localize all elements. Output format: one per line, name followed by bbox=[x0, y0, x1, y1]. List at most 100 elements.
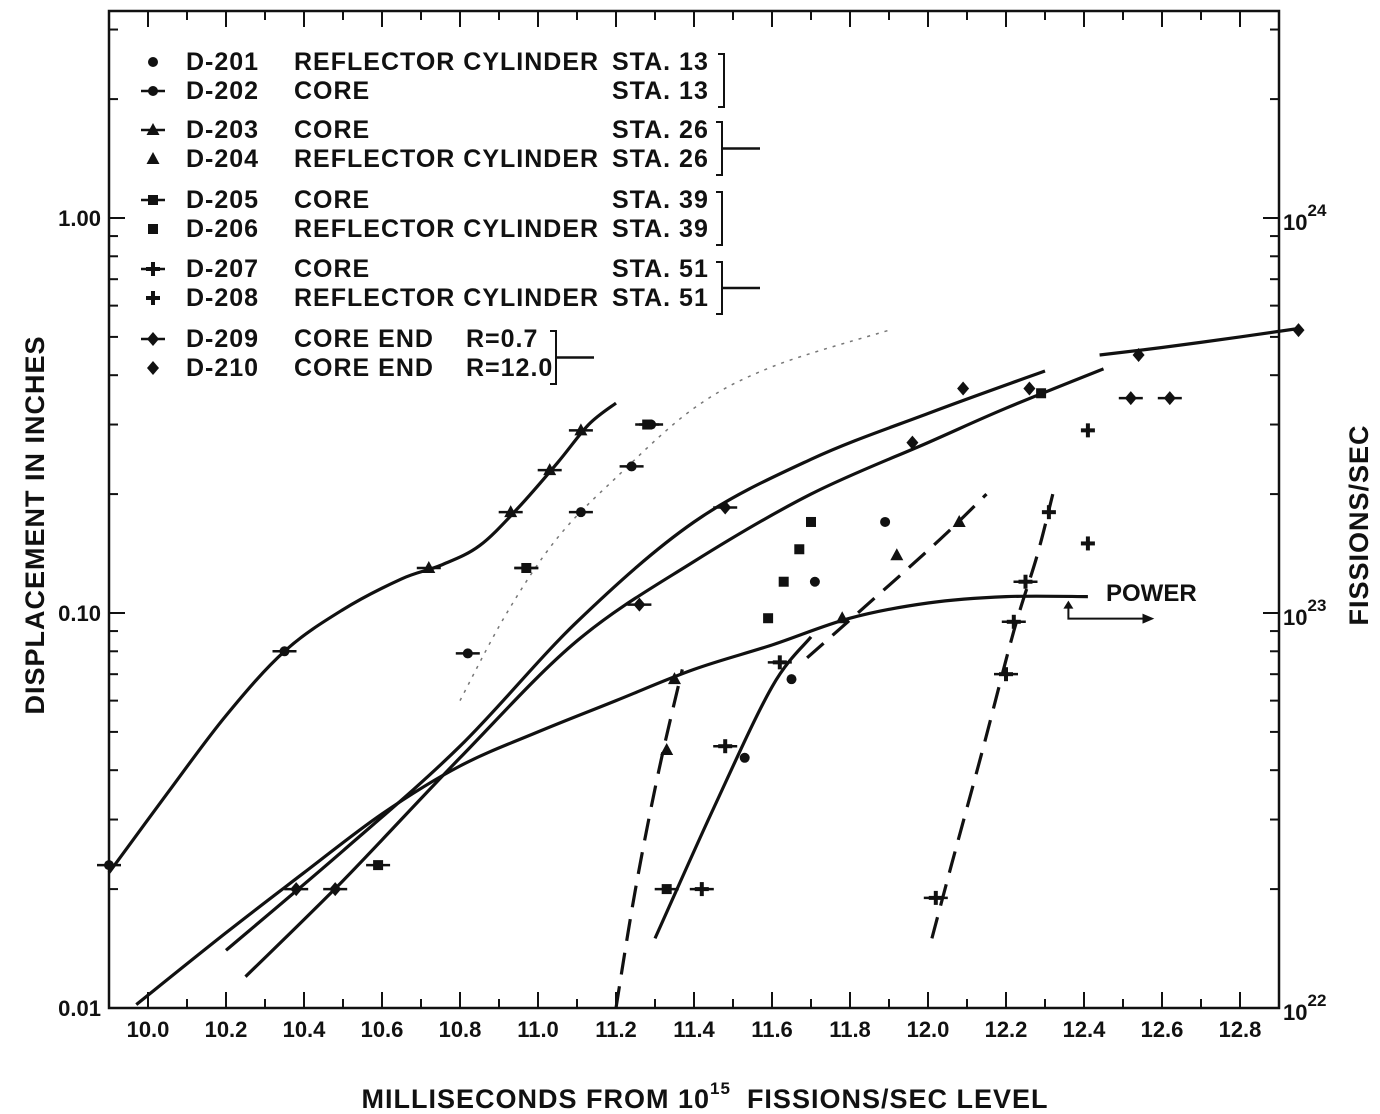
data-point-tri-tri bbox=[835, 611, 849, 624]
power-arrow-head-up bbox=[1063, 600, 1074, 609]
legend-station: R=12.0 bbox=[466, 354, 553, 382]
data-point-tri-tri bbox=[890, 548, 904, 561]
x-tick-label: 11.4 bbox=[673, 1017, 715, 1042]
fitted-curves bbox=[107, 326, 1299, 1009]
data-point-tri bbox=[835, 611, 849, 624]
data-point-diamond-line-diamond bbox=[633, 597, 646, 612]
data-point-tri-line bbox=[568, 423, 593, 436]
y-tick-label: 1.00 bbox=[58, 206, 101, 231]
data-point-tri-line bbox=[537, 463, 562, 476]
data-point-diamond-line bbox=[1118, 391, 1143, 406]
legend-station: STA. 39 bbox=[612, 186, 709, 214]
data-point-plus-line-plus-h bbox=[694, 887, 709, 892]
data-point-diamond bbox=[906, 435, 919, 450]
data-point-square-line-square bbox=[661, 884, 672, 895]
curve-faint-trend bbox=[459, 329, 890, 701]
data-point-plus-plus-h bbox=[1041, 510, 1056, 515]
data-point-dot-dot bbox=[880, 516, 891, 527]
data-point-tri-line-tri bbox=[574, 423, 588, 436]
curve-core-end-tail bbox=[1099, 326, 1299, 357]
legend-description: REFLECTOR CYLINDER bbox=[294, 145, 599, 173]
data-point-dot bbox=[786, 674, 797, 685]
data-point-plus bbox=[1080, 423, 1095, 438]
data-point-square-line bbox=[366, 860, 391, 871]
data-point-diamond bbox=[1132, 347, 1145, 362]
data-point-square-line-square bbox=[521, 562, 532, 573]
data-point-square bbox=[794, 544, 805, 555]
data-point-diamond-diamond bbox=[1132, 347, 1145, 362]
x-tick-label: 11.8 bbox=[829, 1017, 871, 1042]
data-point-diamond-line-diamond bbox=[329, 882, 342, 897]
data-point-dot-line bbox=[619, 461, 644, 472]
y2-tick-label: 1022 bbox=[1283, 991, 1326, 1025]
legend-marker-dot bbox=[148, 57, 158, 67]
x-tick-label: 12.4 bbox=[1063, 1017, 1107, 1042]
legend-marker-tri bbox=[146, 123, 160, 135]
data-point-dot-dot bbox=[786, 674, 797, 685]
legend-description: REFLECTOR CYLINDER bbox=[294, 284, 599, 312]
curve-sta26-early bbox=[614, 669, 684, 1009]
legend-bracket bbox=[718, 53, 725, 108]
curve-power bbox=[135, 594, 1088, 1006]
legend-marker-dot bbox=[148, 86, 158, 96]
data-point-plus-plus-h bbox=[1080, 541, 1095, 546]
curve-core-sta39 bbox=[653, 635, 813, 940]
legend-marker bbox=[148, 224, 158, 234]
legend-id: D-207 bbox=[186, 255, 259, 283]
legend-id: D-203 bbox=[186, 116, 259, 144]
data-point-plus-line bbox=[689, 882, 714, 897]
x-tick-label: 10.8 bbox=[439, 1017, 482, 1042]
data-point-plus-line-plus-h bbox=[718, 744, 733, 749]
data-point-diamond bbox=[957, 381, 970, 396]
data-point-square-square bbox=[778, 576, 789, 587]
data-point-plus-line bbox=[923, 890, 948, 905]
data-point-square-square bbox=[763, 613, 774, 624]
data-point-square-square bbox=[1036, 388, 1047, 399]
y2-tick-label: 1024 bbox=[1283, 201, 1327, 235]
data-point-dot bbox=[880, 516, 891, 527]
data-point-plus-line-plus-h bbox=[1006, 619, 1021, 624]
data-point-plus-line bbox=[713, 739, 738, 754]
legend-description: REFLECTOR CYLINDER bbox=[294, 48, 599, 76]
data-point-dot bbox=[809, 576, 820, 587]
legend-marker bbox=[147, 361, 159, 375]
x-tick-label: 12.2 bbox=[985, 1017, 1028, 1042]
power-annotation: POWER bbox=[1106, 580, 1197, 607]
y2-tick-label: 1023 bbox=[1283, 596, 1326, 630]
data-point-dot-line-dot bbox=[575, 507, 586, 518]
legend-bracket bbox=[716, 121, 723, 176]
curve-sta51 bbox=[930, 493, 1055, 939]
data-point-tri bbox=[668, 672, 681, 685]
legend-id: D-205 bbox=[186, 186, 259, 214]
data-point-plus-plus-h bbox=[1080, 428, 1095, 433]
data-point-tri bbox=[660, 742, 674, 755]
data-point-tri bbox=[890, 548, 904, 561]
legend-marker bbox=[141, 123, 165, 135]
legend-bracket bbox=[716, 261, 723, 315]
y-tick-label: 0.10 bbox=[58, 601, 101, 626]
data-point-square-line bbox=[514, 562, 539, 573]
legend-station: STA. 51 bbox=[612, 255, 709, 283]
data-point-diamond-diamond bbox=[957, 381, 970, 396]
x-tick-label: 10.2 bbox=[205, 1017, 248, 1042]
legend-station: R=0.7 bbox=[466, 325, 538, 353]
legend-marker bbox=[141, 262, 165, 276]
data-point-plus-line-plus-h bbox=[1018, 579, 1033, 584]
x-tick-label: 10.0 bbox=[127, 1017, 170, 1042]
legend-station: STA. 26 bbox=[612, 145, 709, 173]
legend-id: D-202 bbox=[186, 77, 259, 105]
data-point-dot bbox=[739, 752, 750, 763]
legend-id: D-209 bbox=[186, 325, 259, 353]
data-point-diamond-diamond bbox=[1023, 381, 1036, 396]
legend-marker bbox=[148, 57, 158, 67]
legend-id: D-210 bbox=[186, 354, 259, 382]
legend-marker-tri bbox=[146, 152, 160, 164]
data-point-tri-line-tri bbox=[504, 505, 518, 518]
data-point-square bbox=[778, 576, 789, 587]
x-tick-label: 11.6 bbox=[751, 1017, 793, 1042]
data-point-plus bbox=[1041, 505, 1056, 520]
legend-marker-plus-h bbox=[146, 296, 160, 300]
data-point-tri bbox=[952, 514, 966, 527]
data-point-diamond-line-diamond bbox=[719, 500, 732, 515]
data-point-diamond-line-diamond bbox=[290, 882, 303, 897]
